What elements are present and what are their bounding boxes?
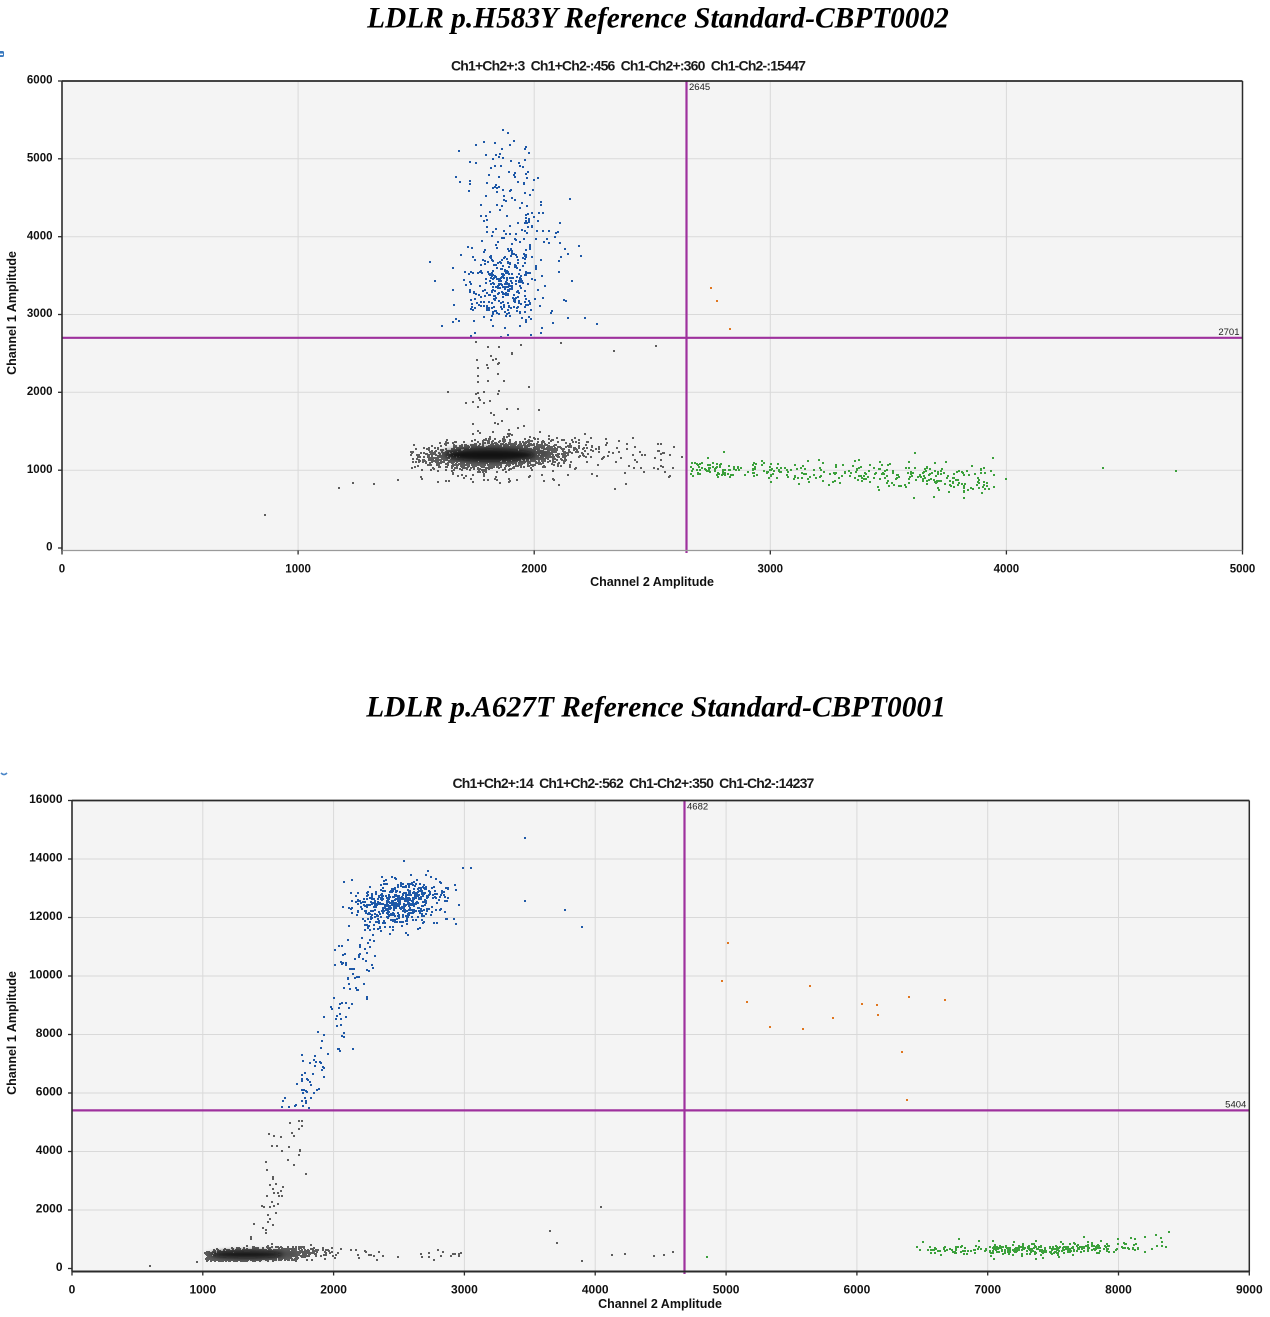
svg-text:3000: 3000 — [758, 564, 784, 576]
svg-text:0: 0 — [56, 1260, 63, 1274]
svg-text:5000: 5000 — [27, 152, 53, 164]
svg-text:Channel 1 Amplitude: Channel 1 Amplitude — [5, 971, 19, 1095]
svg-text:Channel 2 Amplitude: Channel 2 Amplitude — [590, 575, 714, 589]
svg-text:1000: 1000 — [285, 564, 311, 576]
svg-text:Channel 2 Amplitude: Channel 2 Amplitude — [598, 1297, 722, 1311]
svg-text:7000: 7000 — [974, 1283, 1001, 1297]
svg-text:2000: 2000 — [320, 1283, 347, 1297]
svg-text:1000: 1000 — [189, 1283, 216, 1297]
svg-text:2000: 2000 — [521, 564, 547, 576]
svg-text:LDLR p.A627T Reference Standar: LDLR p.A627T Reference Standard-CBPT0001 — [365, 692, 946, 724]
svg-text:5404: 5404 — [1225, 1099, 1246, 1110]
svg-text:14000: 14000 — [29, 851, 63, 865]
svg-text:Channel 1 Amplitude: Channel 1 Amplitude — [5, 251, 19, 375]
svg-text:Ch1+Ch2+:14 Ch1+Ch2-:562 Ch1: Ch1+Ch2+:14 Ch1+Ch2-:562 Ch1-Ch2+:350 Ch… — [452, 775, 814, 791]
svg-text:2000: 2000 — [27, 386, 53, 398]
svg-text:5000: 5000 — [1230, 564, 1256, 576]
svg-text:16000: 16000 — [29, 792, 63, 806]
svg-text:12000: 12000 — [29, 909, 63, 923]
svg-text:4000: 4000 — [994, 564, 1020, 576]
svg-text:9000: 9000 — [1236, 1283, 1263, 1297]
svg-text:0: 0 — [46, 542, 52, 554]
svg-text:4682: 4682 — [687, 801, 708, 812]
svg-text:4000: 4000 — [582, 1283, 609, 1297]
svg-text:6000: 6000 — [27, 75, 53, 87]
svg-text:3000: 3000 — [27, 308, 53, 320]
svg-text:5000: 5000 — [713, 1283, 740, 1297]
svg-text:10000: 10000 — [29, 968, 63, 982]
svg-text:LDLR p.H583Y Reference Standar: LDLR p.H583Y Reference Standard-CBPT0002 — [366, 3, 949, 35]
svg-text:0: 0 — [69, 1283, 76, 1297]
svg-text:6000: 6000 — [36, 1085, 63, 1099]
svg-text:0: 0 — [59, 564, 65, 576]
svg-text:3000: 3000 — [451, 1283, 478, 1297]
svg-text:1000: 1000 — [27, 464, 53, 476]
svg-text:2701: 2701 — [1218, 327, 1239, 338]
svg-text:4000: 4000 — [36, 1143, 63, 1157]
svg-text:8000: 8000 — [36, 1026, 63, 1040]
svg-text:Ch1+Ch2+:3 Ch1+Ch2-:456 Ch1-: Ch1+Ch2+:3 Ch1+Ch2-:456 Ch1-Ch2+:360 Ch1… — [451, 57, 806, 73]
svg-text:2000: 2000 — [36, 1202, 63, 1216]
svg-text:4000: 4000 — [27, 230, 53, 242]
svg-text:2645: 2645 — [689, 82, 710, 93]
svg-text:6000: 6000 — [844, 1283, 871, 1297]
svg-text:8000: 8000 — [1105, 1283, 1132, 1297]
